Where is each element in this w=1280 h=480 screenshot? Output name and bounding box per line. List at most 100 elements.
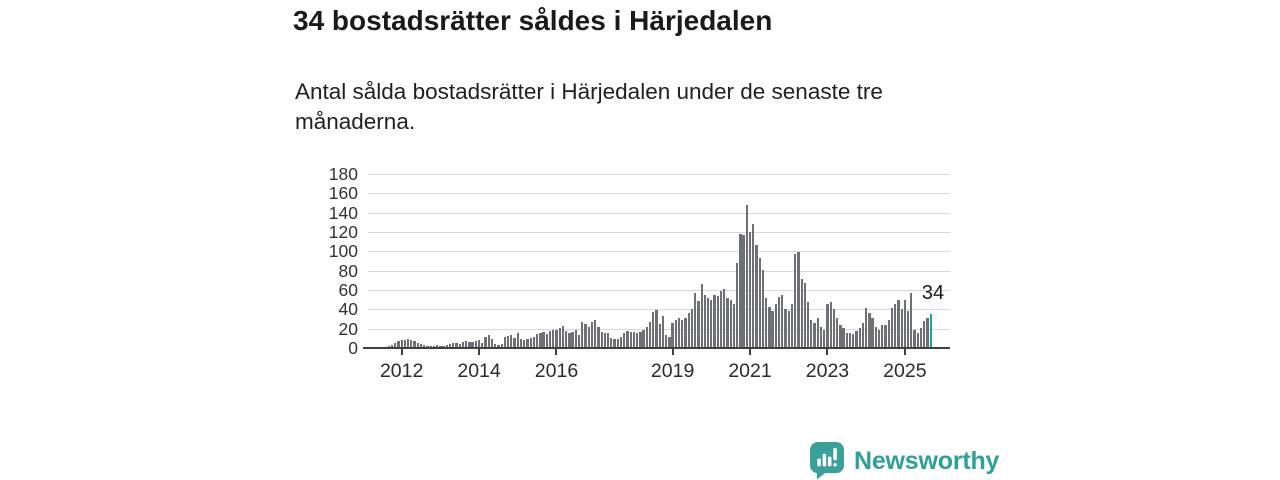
bar bbox=[548, 330, 552, 347]
gridline bbox=[368, 251, 950, 253]
gridline bbox=[368, 309, 950, 311]
bar bbox=[765, 297, 768, 347]
bar bbox=[768, 307, 771, 347]
bar bbox=[597, 326, 600, 347]
bar bbox=[739, 233, 742, 347]
bar bbox=[455, 343, 458, 347]
bar bbox=[445, 345, 448, 347]
bar bbox=[590, 321, 594, 347]
bar bbox=[826, 304, 829, 347]
y-tick-label: 140 bbox=[328, 202, 358, 223]
bar bbox=[542, 331, 545, 347]
bar bbox=[558, 327, 561, 347]
bar bbox=[894, 303, 897, 347]
bar bbox=[700, 284, 703, 347]
newsworthy-logo-icon bbox=[810, 442, 845, 480]
bar bbox=[506, 336, 510, 347]
bar bbox=[868, 313, 871, 347]
x-tick-mark bbox=[749, 349, 752, 355]
bar bbox=[652, 312, 655, 347]
bar bbox=[555, 329, 558, 347]
x-tick-mark bbox=[555, 349, 558, 355]
x-tick-label: 2019 bbox=[650, 360, 695, 382]
bar bbox=[610, 338, 613, 347]
bar bbox=[839, 324, 842, 347]
bar bbox=[439, 346, 442, 347]
x-tick-label: 2016 bbox=[534, 360, 579, 382]
bar bbox=[645, 326, 648, 347]
gridline bbox=[368, 174, 950, 175]
bar bbox=[684, 318, 687, 347]
bar bbox=[774, 304, 777, 347]
y-axis-labels: 0 20 40 60 80 100 120 140 160 180 bbox=[288, 164, 358, 358]
bar bbox=[561, 325, 565, 347]
bar bbox=[732, 304, 736, 347]
bar bbox=[781, 294, 784, 347]
bar bbox=[681, 319, 684, 347]
bar bbox=[858, 327, 861, 347]
bar bbox=[535, 334, 539, 347]
bar bbox=[758, 258, 761, 347]
x-axis-labels: 2012 2014 2016 2019 2021 2023 2025 bbox=[368, 358, 968, 386]
gridline bbox=[368, 290, 950, 291]
x-tick-label: 2012 bbox=[379, 360, 424, 382]
bar bbox=[616, 339, 619, 347]
bar bbox=[503, 337, 507, 347]
bar bbox=[481, 343, 484, 347]
bar bbox=[713, 294, 716, 347]
bar bbox=[394, 343, 397, 347]
bar bbox=[416, 343, 419, 347]
bar bbox=[581, 321, 584, 347]
bar bbox=[603, 333, 607, 347]
bar bbox=[690, 309, 694, 347]
x-tick-mark bbox=[478, 349, 481, 355]
bar bbox=[919, 327, 923, 347]
bar bbox=[661, 316, 665, 347]
x-axis-line bbox=[363, 347, 950, 349]
y-tick-label: 0 bbox=[348, 338, 358, 358]
bar bbox=[784, 309, 787, 347]
bar bbox=[390, 345, 394, 347]
bar bbox=[490, 339, 494, 347]
bar bbox=[926, 318, 929, 347]
bar bbox=[442, 346, 445, 347]
bar bbox=[461, 342, 465, 347]
bar bbox=[400, 340, 403, 347]
bar bbox=[671, 322, 674, 347]
bar bbox=[719, 290, 723, 347]
bar bbox=[539, 332, 542, 347]
bar bbox=[694, 292, 697, 347]
x-tick-mark bbox=[671, 349, 674, 355]
x-tick-label: 2023 bbox=[805, 360, 850, 382]
x-tick-label: 2021 bbox=[728, 360, 772, 382]
bar bbox=[710, 299, 713, 347]
bar bbox=[623, 333, 626, 347]
bar bbox=[874, 326, 877, 347]
bar bbox=[665, 335, 668, 347]
bar bbox=[632, 331, 636, 347]
bar bbox=[803, 283, 807, 347]
bar bbox=[648, 321, 652, 347]
bar-highlighted bbox=[929, 314, 932, 347]
bar bbox=[613, 339, 616, 347]
bar bbox=[742, 234, 745, 347]
bar bbox=[703, 294, 707, 347]
bar bbox=[513, 338, 516, 347]
bar bbox=[829, 301, 832, 347]
bar bbox=[848, 332, 852, 347]
bar bbox=[755, 244, 758, 347]
bar bbox=[881, 324, 884, 347]
bar bbox=[771, 311, 774, 347]
bar bbox=[419, 344, 423, 347]
bar bbox=[471, 342, 474, 347]
bar bbox=[387, 346, 390, 347]
bar bbox=[687, 313, 690, 347]
bar bbox=[600, 331, 603, 347]
page-title: 34 bostadsrätter såldes i Härjedalen bbox=[293, 5, 773, 36]
bar bbox=[429, 346, 432, 347]
bar bbox=[823, 329, 826, 347]
bar bbox=[748, 231, 752, 347]
bar bbox=[435, 345, 439, 347]
bar bbox=[426, 346, 429, 347]
